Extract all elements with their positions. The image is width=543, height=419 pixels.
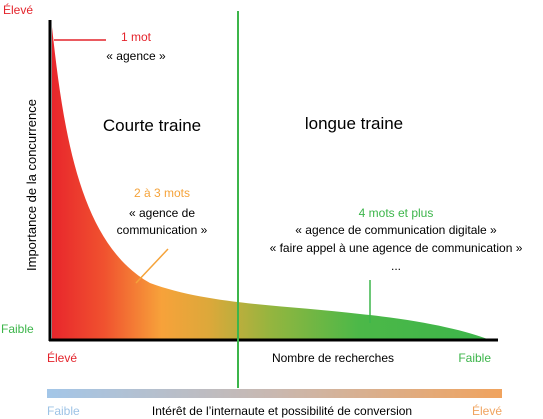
interest-scale-bar [47, 389, 502, 398]
x-axis-high-label: Élevé [47, 350, 77, 365]
four-plus-words-title: 4 mots et plus [359, 206, 434, 220]
two-three-words-example-2: communication » [117, 223, 208, 237]
x-axis-low-label: Faible [458, 351, 491, 365]
four-plus-words-example-1: « agence de communication digitale » [295, 223, 497, 237]
long-tail-label: longue traine [305, 114, 403, 133]
interest-scale-high-label: Élevé [472, 403, 502, 418]
y-axis-title: Importance de la concurrence [24, 99, 39, 271]
one-word-title: 1 mot [121, 30, 152, 44]
four-plus-words-example-2: « faire appel à une agence de communicat… [270, 241, 523, 255]
interest-scale-label: Intérêt de l’internaute et possibilité d… [152, 404, 412, 418]
one-word-example: « agence » [106, 49, 166, 63]
two-three-words-example-1: « agence de [129, 206, 195, 220]
x-axis-title: Nombre de recherches [272, 351, 394, 365]
long-tail-curve-area [52, 27, 490, 340]
interest-scale-low-label: Faible [47, 404, 80, 418]
y-axis-high-label: Élevé [3, 2, 33, 17]
y-axis-low-label: Faible [1, 322, 34, 336]
four-plus-words-ellipsis: ... [391, 259, 401, 273]
two-three-words-callout-line [135, 248, 169, 284]
two-three-words-title: 2 à 3 mots [134, 186, 190, 200]
short-tail-label: Courte traine [103, 116, 201, 135]
